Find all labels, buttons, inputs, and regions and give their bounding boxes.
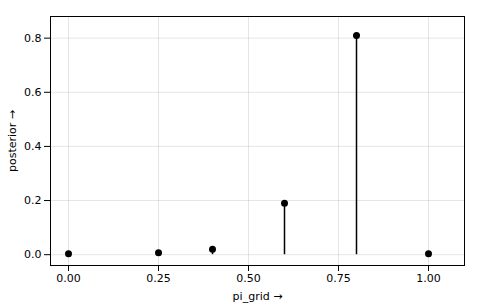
svg-text:0.00: 0.00 [56, 272, 81, 285]
svg-text:0.8: 0.8 [24, 32, 42, 45]
svg-text:0.4: 0.4 [24, 140, 42, 153]
svg-text:posterior →: posterior → [6, 110, 19, 172]
svg-text:0.0: 0.0 [24, 248, 42, 261]
svg-text:pi_grid →: pi_grid → [233, 290, 283, 303]
svg-text:0.25: 0.25 [146, 272, 171, 285]
svg-text:0.2: 0.2 [24, 194, 42, 207]
svg-text:0.6: 0.6 [24, 86, 42, 99]
svg-text:1.00: 1.00 [416, 272, 441, 285]
svg-text:0.75: 0.75 [326, 272, 351, 285]
svg-text:0.50: 0.50 [236, 272, 261, 285]
